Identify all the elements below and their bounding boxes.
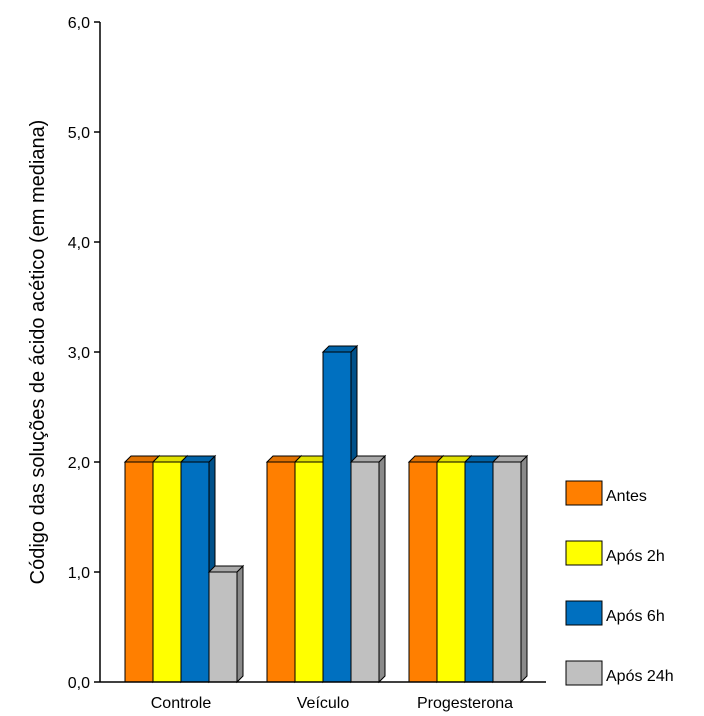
bar-top <box>321 345 359 353</box>
legend-swatch <box>565 600 603 626</box>
bars <box>123 344 529 684</box>
y-tick-label: 0,0 <box>68 675 90 692</box>
x-category-label: Veículo <box>297 695 350 712</box>
bar-front <box>180 461 210 683</box>
legend-label: Após 2h <box>606 548 665 565</box>
bar-front <box>408 461 438 683</box>
y-axis-title: Código das soluções de ácido acético (em… <box>27 120 49 585</box>
legend-item: Antes <box>565 480 647 506</box>
bar <box>349 454 387 684</box>
y-tick-label: 2,0 <box>68 455 90 472</box>
y-tick-label: 1,0 <box>68 565 90 582</box>
legend-swatch <box>565 540 603 566</box>
bar <box>207 564 245 684</box>
bar-side <box>236 564 244 684</box>
legend-label: Após 24h <box>606 668 674 685</box>
bar-front <box>266 461 296 683</box>
legend-label: Após 6h <box>606 608 665 625</box>
legend-item: Após 2h <box>565 540 665 566</box>
y-tick-label: 4,0 <box>68 235 90 252</box>
legend-item: Após 24h <box>565 660 674 686</box>
legend: Antes Após 2h Após 6h Após 24h <box>565 480 674 686</box>
bar-front <box>492 461 522 683</box>
x-category-label: Progesterona <box>417 695 513 712</box>
y-tick-label: 6,0 <box>68 15 90 32</box>
bar-side <box>378 454 386 684</box>
bar <box>491 454 529 684</box>
x-category-label: Controle <box>151 695 212 712</box>
y-ticks: 0,0 1,0 2,0 3,0 4,0 5,0 6,0 <box>68 15 100 692</box>
bar-front <box>208 571 238 683</box>
y-tick-label: 3,0 <box>68 345 90 362</box>
bar-top <box>349 455 387 463</box>
legend-item: Após 6h <box>565 600 665 626</box>
legend-swatch <box>565 480 603 506</box>
y-tick-label: 5,0 <box>68 125 90 142</box>
bar-front <box>152 461 182 683</box>
bar-front <box>464 461 494 683</box>
bar-front <box>294 461 324 683</box>
bar-front <box>322 351 352 683</box>
bar-front <box>350 461 380 683</box>
bar-side <box>520 454 528 684</box>
bar-top <box>179 455 217 463</box>
bar-front <box>436 461 466 683</box>
bar-top <box>207 565 245 573</box>
bar-top <box>491 455 529 463</box>
x-category-labels: Controle Veículo Progesterona <box>151 695 513 712</box>
legend-swatch <box>565 660 603 686</box>
legend-label: Antes <box>606 488 647 505</box>
bar-front <box>124 461 154 683</box>
